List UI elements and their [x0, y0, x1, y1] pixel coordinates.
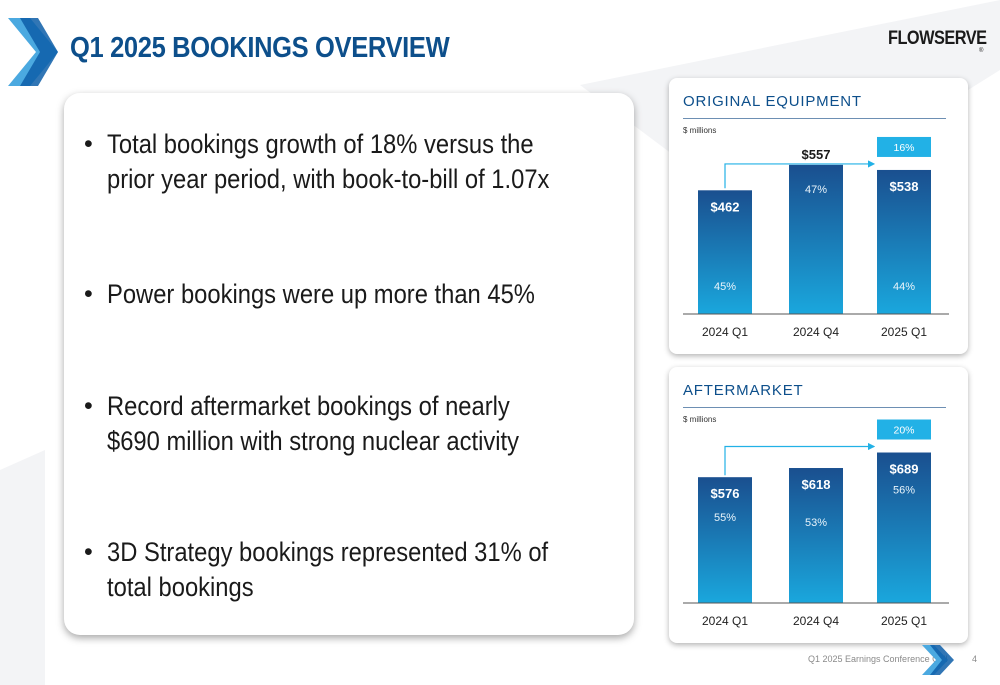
share-label: 53%: [805, 517, 827, 529]
bar-2025-q1: [877, 452, 931, 603]
value-label: $538: [890, 179, 919, 194]
share-label: 44%: [893, 281, 915, 293]
growth-arrow: [724, 160, 876, 189]
bullet-text: 3D Strategy bookings represented 31% of …: [107, 537, 549, 602]
bar-2024-q4: [789, 468, 843, 603]
chart-plot-original-equipment: 2024 Q1 2024 Q4 2025 Q1 16% $462 45% $557 47% $5…: [683, 136, 949, 339]
logo-registered-mark: ®: [979, 48, 984, 54]
title-chevron-icon: [8, 18, 58, 86]
logo-text: FLOWSERVE: [888, 28, 987, 49]
value-label: $576: [711, 486, 740, 501]
x-tick-label: 2024 Q4: [793, 325, 839, 339]
share-label: 56%: [893, 485, 915, 497]
growth-label: 16%: [893, 142, 914, 154]
growth-badge: [877, 419, 931, 440]
bullet-text: Total bookings growth of 18% versus the …: [107, 129, 550, 194]
bullet-dot: •: [84, 280, 93, 308]
flowserve-logo: FLOWSERVE ®: [888, 28, 987, 54]
bullet-text: Power bookings were up more than 45%: [107, 279, 535, 309]
x-tick-label: 2024 Q1: [702, 325, 748, 339]
bar-2025-q1: [877, 169, 931, 314]
chart-title: AFTERMARKET: [683, 382, 804, 399]
x-tick-label: 2025 Q1: [881, 325, 927, 339]
page-number: 4: [972, 654, 978, 664]
slide-title: Q1 2025 BOOKINGS OVERVIEW: [70, 32, 450, 64]
bullet-item-2: • Power bookings were up more than 45%: [84, 277, 624, 312]
bullet-text: Record aftermarket bookings of nearly $6…: [107, 391, 520, 456]
chart-divider: [683, 407, 946, 408]
chart-card-aftermarket: AFTERMARKET $ millions 2024 Q1 2024 Q4 202…: [669, 367, 968, 643]
share-label: 47%: [805, 184, 827, 196]
chart-unit-label: $ millions: [683, 126, 717, 135]
bullet-dot: •: [84, 130, 93, 158]
bar-2024-q1: [698, 190, 752, 314]
growth-badge: [877, 136, 931, 157]
bullet-dot: •: [84, 538, 93, 566]
bar-2024-q4: [789, 164, 843, 314]
chart-divider: [683, 118, 946, 119]
growth-label: 20%: [893, 425, 914, 437]
x-tick-label: 2024 Q1: [702, 614, 748, 628]
x-tick-label: 2024 Q4: [793, 614, 839, 628]
chart-title: ORIGINAL EQUIPMENT: [683, 93, 862, 110]
value-label: $618: [802, 477, 831, 492]
bullet-item-4: • 3D Strategy bookings represented 31% o…: [84, 535, 624, 605]
share-label: 55%: [714, 512, 736, 524]
share-label: 45%: [714, 281, 736, 293]
footer-chevron-icon: [922, 645, 954, 675]
bullet-card: • Total bookings growth of 18% versus th…: [64, 93, 634, 635]
chart-plot-aftermarket: 2024 Q1 2024 Q4 2025 Q1 20% $576 55% $618 53% $6…: [683, 419, 949, 628]
chart-unit-label: $ millions: [683, 415, 717, 424]
bar-2024-q1: [698, 477, 752, 603]
value-label: $557: [802, 147, 831, 162]
value-label: $689: [890, 462, 919, 477]
growth-arrow: [724, 442, 876, 476]
x-tick-label: 2025 Q1: [881, 614, 927, 628]
footer-text: Q1 2025 Earnings Conference Call: [808, 654, 948, 664]
bullet-dot: •: [84, 392, 93, 420]
bullet-item-1: • Total bookings growth of 18% versus th…: [84, 127, 624, 197]
bullet-item-3: • Record aftermarket bookings of nearly …: [84, 389, 624, 459]
chart-card-original-equipment: ORIGINAL EQUIPMENT $ millions 2024 Q1 202…: [669, 78, 968, 354]
value-label: $462: [711, 199, 740, 214]
